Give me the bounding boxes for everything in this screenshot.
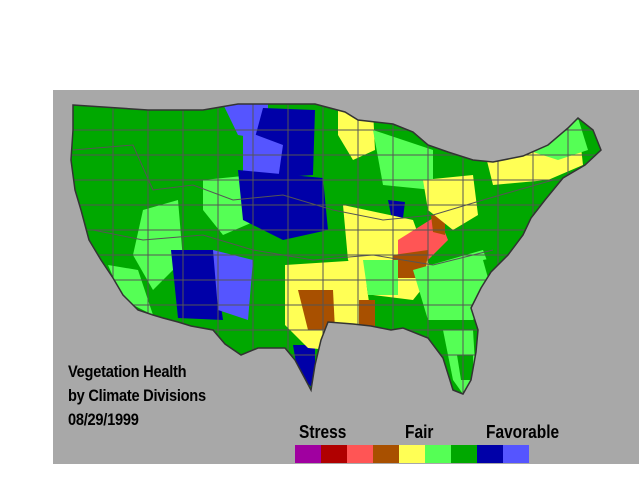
region-dry-texas-central (298, 290, 335, 330)
region-favorable-montana (223, 104, 268, 140)
region-dry-louisiana (359, 300, 375, 330)
map-date: 08/29/1999 (68, 410, 139, 429)
legend-swatch-8 (503, 445, 529, 463)
map-panel: Vegetation Health by Climate Divisions 0… (53, 90, 639, 464)
legend-label-fair: Fair (405, 422, 434, 442)
region-favorable-florida-south (457, 355, 473, 380)
legend-swatch-4 (399, 445, 425, 463)
region-good-arkansas (363, 260, 398, 295)
legend-swatch-7 (477, 445, 503, 463)
legend-swatch-2 (347, 445, 373, 463)
legend-swatch-1 (321, 445, 347, 463)
map-title-line-2: by Climate Divisions (68, 386, 206, 405)
map-title-line-1: Vegetation Health (68, 362, 187, 381)
legend-color-bar (295, 445, 529, 463)
us-climate-division-map (70, 103, 602, 395)
region-fair-california (108, 265, 153, 315)
region-good-midwest-north (373, 130, 433, 190)
legend-swatch-0 (295, 445, 321, 463)
region-very-favorable-southwest (171, 250, 223, 320)
legend-label-stress: Stress (299, 422, 347, 442)
region-fair-ohio-valley (423, 175, 478, 230)
legend-swatch-6 (451, 445, 477, 463)
legend-swatch-3 (373, 445, 399, 463)
region-very-favorable-texas-south (293, 345, 315, 390)
us-outline (70, 103, 602, 395)
region-fair-west (133, 200, 183, 290)
region-favorable-new-mexico (213, 250, 253, 320)
legend-label-favorable: Favorable (486, 422, 560, 442)
legend-swatch-5 (425, 445, 451, 463)
